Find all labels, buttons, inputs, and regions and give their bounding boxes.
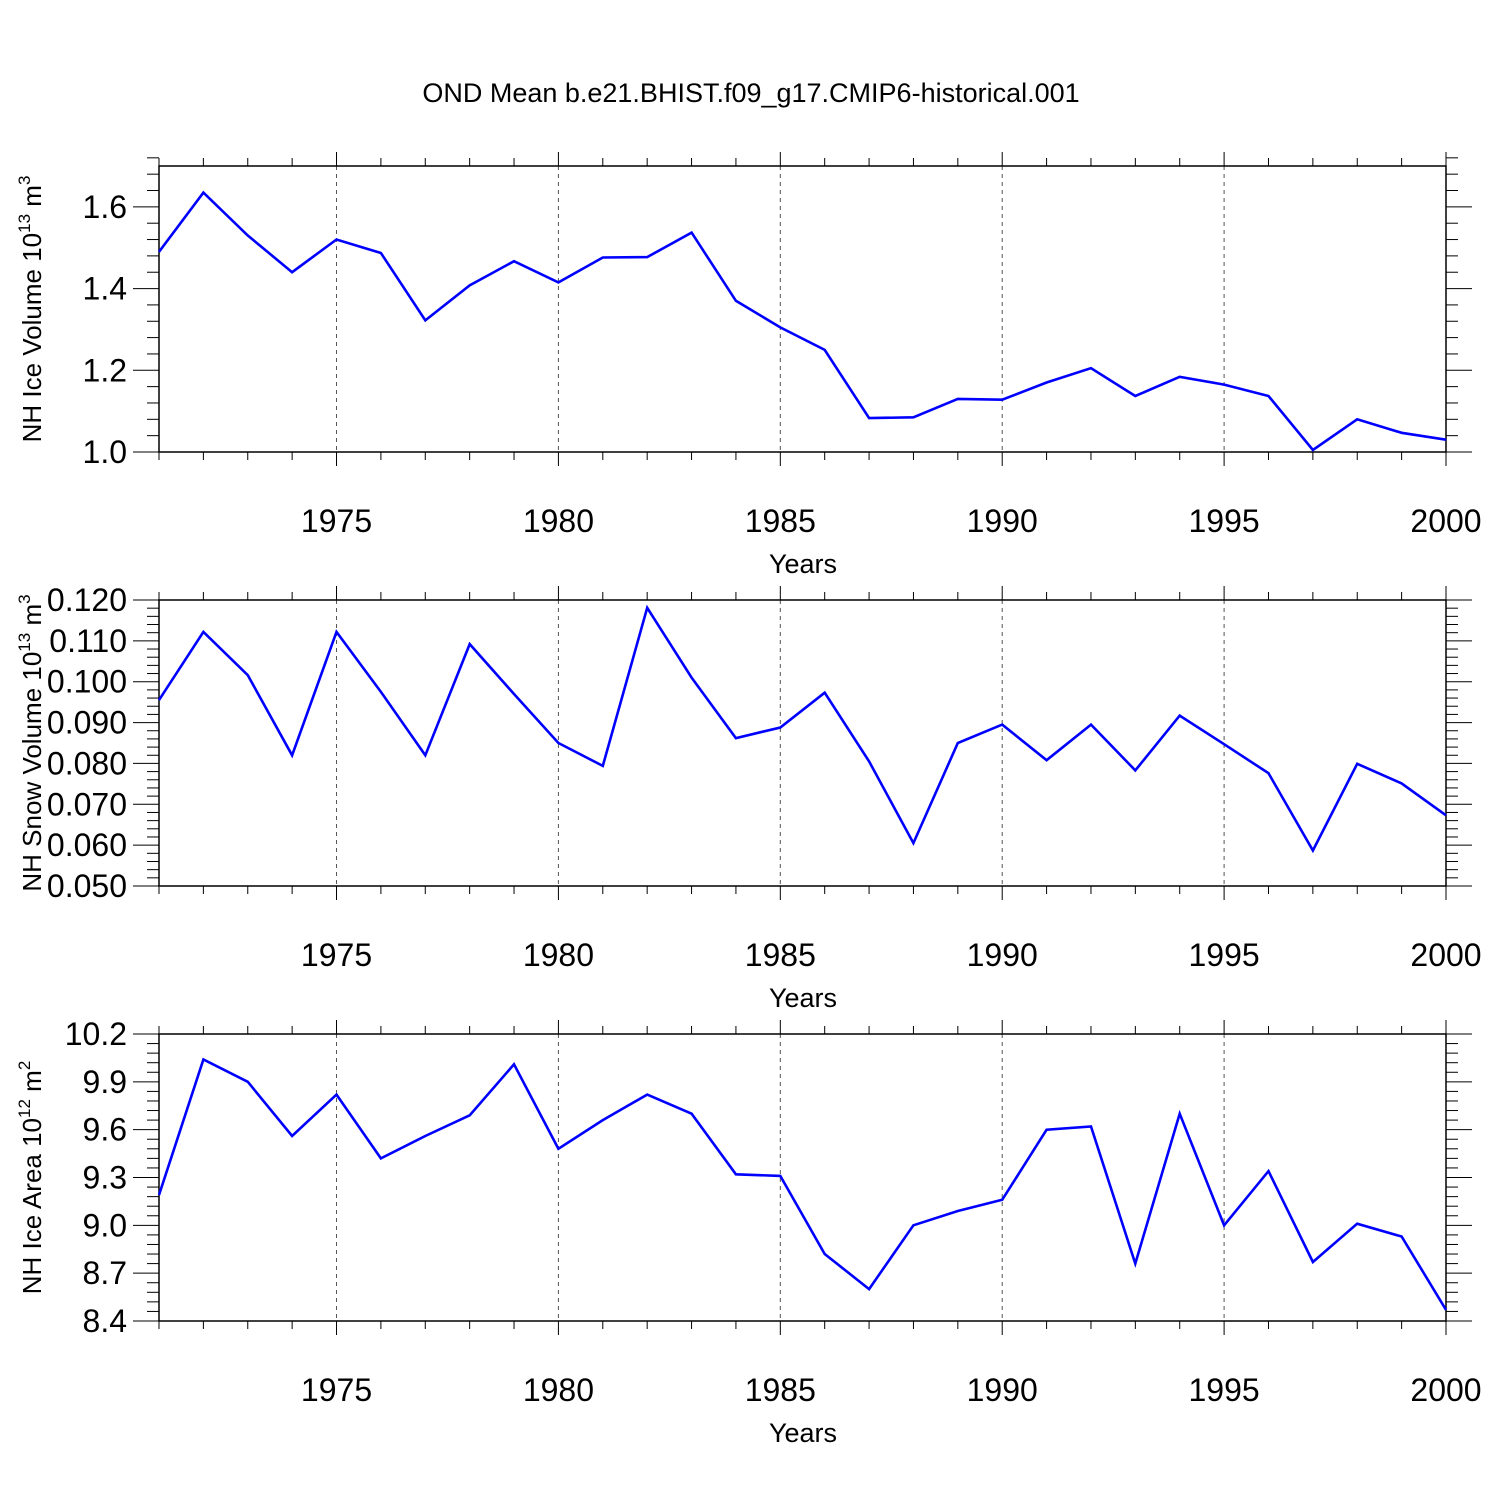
x-tick-label: 1985 <box>745 1372 816 1408</box>
y-tick-label: 0.080 <box>47 745 127 781</box>
y-axis-label: NH Ice Volume 1013 m3 <box>15 176 47 443</box>
y-tick-label: 0.060 <box>47 827 127 863</box>
y-axis-label: NH Snow Volume 1013 m3 <box>15 594 47 891</box>
y-axis-label-space <box>17 626 47 633</box>
chart-panel-2: 0.050 0.060 0.070 0.080 0.090 0.100 0.110 0.120… <box>15 582 1482 1013</box>
y-tick-label: 1.4 <box>83 271 127 307</box>
x-tick-label: 1980 <box>523 937 594 973</box>
x-tick-label: 1985 <box>745 503 816 539</box>
x-tick-label: 2000 <box>1410 937 1481 973</box>
y-axis-label-unit: m <box>17 604 47 626</box>
x-axis-label: Years <box>769 1418 837 1448</box>
plot-frame <box>158 599 1447 887</box>
y-axis-label-space <box>17 207 47 214</box>
y-tick-label: 9.0 <box>83 1207 127 1243</box>
y-axis-label-exponent: 13 <box>15 214 34 233</box>
y-tick-label: 9.3 <box>83 1160 127 1196</box>
x-axis-label: Years <box>769 983 837 1013</box>
x-tick-label: 1975 <box>301 503 372 539</box>
x-tick-label: 1990 <box>967 503 1038 539</box>
y-axis-label-unit-exponent: 3 <box>15 594 34 603</box>
data-line-2 <box>158 604 1447 854</box>
chart-panel-1: 1.0 1.2 1.4 1.6 1975 1980 1985 1990 1995 2000 Year… <box>15 152 1482 579</box>
y-tick-label: 1.2 <box>83 352 127 388</box>
x-tick-label: 1990 <box>967 937 1038 973</box>
y-tick-label: 0.050 <box>47 868 127 904</box>
x-tick-label: 1980 <box>523 503 594 539</box>
y-tick-label: 0.120 <box>47 582 127 618</box>
x-tick-label: 1985 <box>745 937 816 973</box>
y-axis-label: NH Ice Area 1012 m2 <box>15 1061 47 1295</box>
x-tick-label: 2000 <box>1410 1372 1481 1408</box>
y-axis-label-text: NH Ice Area 10 <box>17 1118 47 1294</box>
y-tick-label: 0.100 <box>47 664 127 700</box>
y-tick-label: 1.6 <box>83 189 127 225</box>
x-tick-label: 1980 <box>523 1372 594 1408</box>
y-tick-label: 9.6 <box>83 1112 127 1148</box>
x-axis-label: Years <box>769 549 837 579</box>
y-axis-label-exponent: 12 <box>15 1099 34 1118</box>
y-tick-label: 10.2 <box>65 1016 127 1052</box>
x-tick-label: 1995 <box>1189 503 1260 539</box>
y-axis-label-unit-exponent: 2 <box>15 1061 34 1070</box>
y-axis-label-unit: m <box>17 1070 47 1092</box>
y-axis-label-text: NH Ice Volume 10 <box>17 233 47 443</box>
figure-title: OND Mean b.e21.BHIST.f09_g17.CMIP6-histo… <box>422 78 1079 108</box>
y-axis-label-text: NH Snow Volume 10 <box>17 652 47 892</box>
y-tick-label: 8.4 <box>83 1303 127 1339</box>
x-tick-label: 1975 <box>301 937 372 973</box>
plot-frame <box>158 165 1447 453</box>
x-tick-label: 1975 <box>301 1372 372 1408</box>
x-tick-label: 1995 <box>1189 937 1260 973</box>
y-axis-label-exponent: 13 <box>15 633 34 652</box>
y-axis-label-space <box>17 1092 47 1099</box>
y-tick-label: 1.0 <box>83 434 127 470</box>
y-tick-label: 0.070 <box>47 786 127 822</box>
y-axis-label-unit: m <box>17 185 47 207</box>
plot-frame <box>158 1033 1447 1322</box>
y-tick-label: 8.7 <box>83 1255 127 1291</box>
x-tick-label: 1995 <box>1189 1372 1260 1408</box>
y-tick-label: 0.110 <box>49 623 127 659</box>
y-axis-label-unit-exponent: 3 <box>15 176 34 185</box>
x-tick-label: 2000 <box>1410 503 1481 539</box>
y-tick-label: 0.090 <box>47 705 127 741</box>
y-tick-label: 9.9 <box>83 1064 127 1100</box>
x-tick-label: 1990 <box>967 1372 1038 1408</box>
data-line-1 <box>158 190 1447 452</box>
chart-panel-3: 8.4 8.7 9.0 9.3 9.6 9.9 10.2 1975 1980 1985 1990 19… <box>15 1016 1482 1448</box>
data-line-3 <box>158 1057 1447 1311</box>
panels-container: 1.0 1.2 1.4 1.6 1975 1980 1985 1990 1995 2000 Year… <box>15 152 1482 1448</box>
